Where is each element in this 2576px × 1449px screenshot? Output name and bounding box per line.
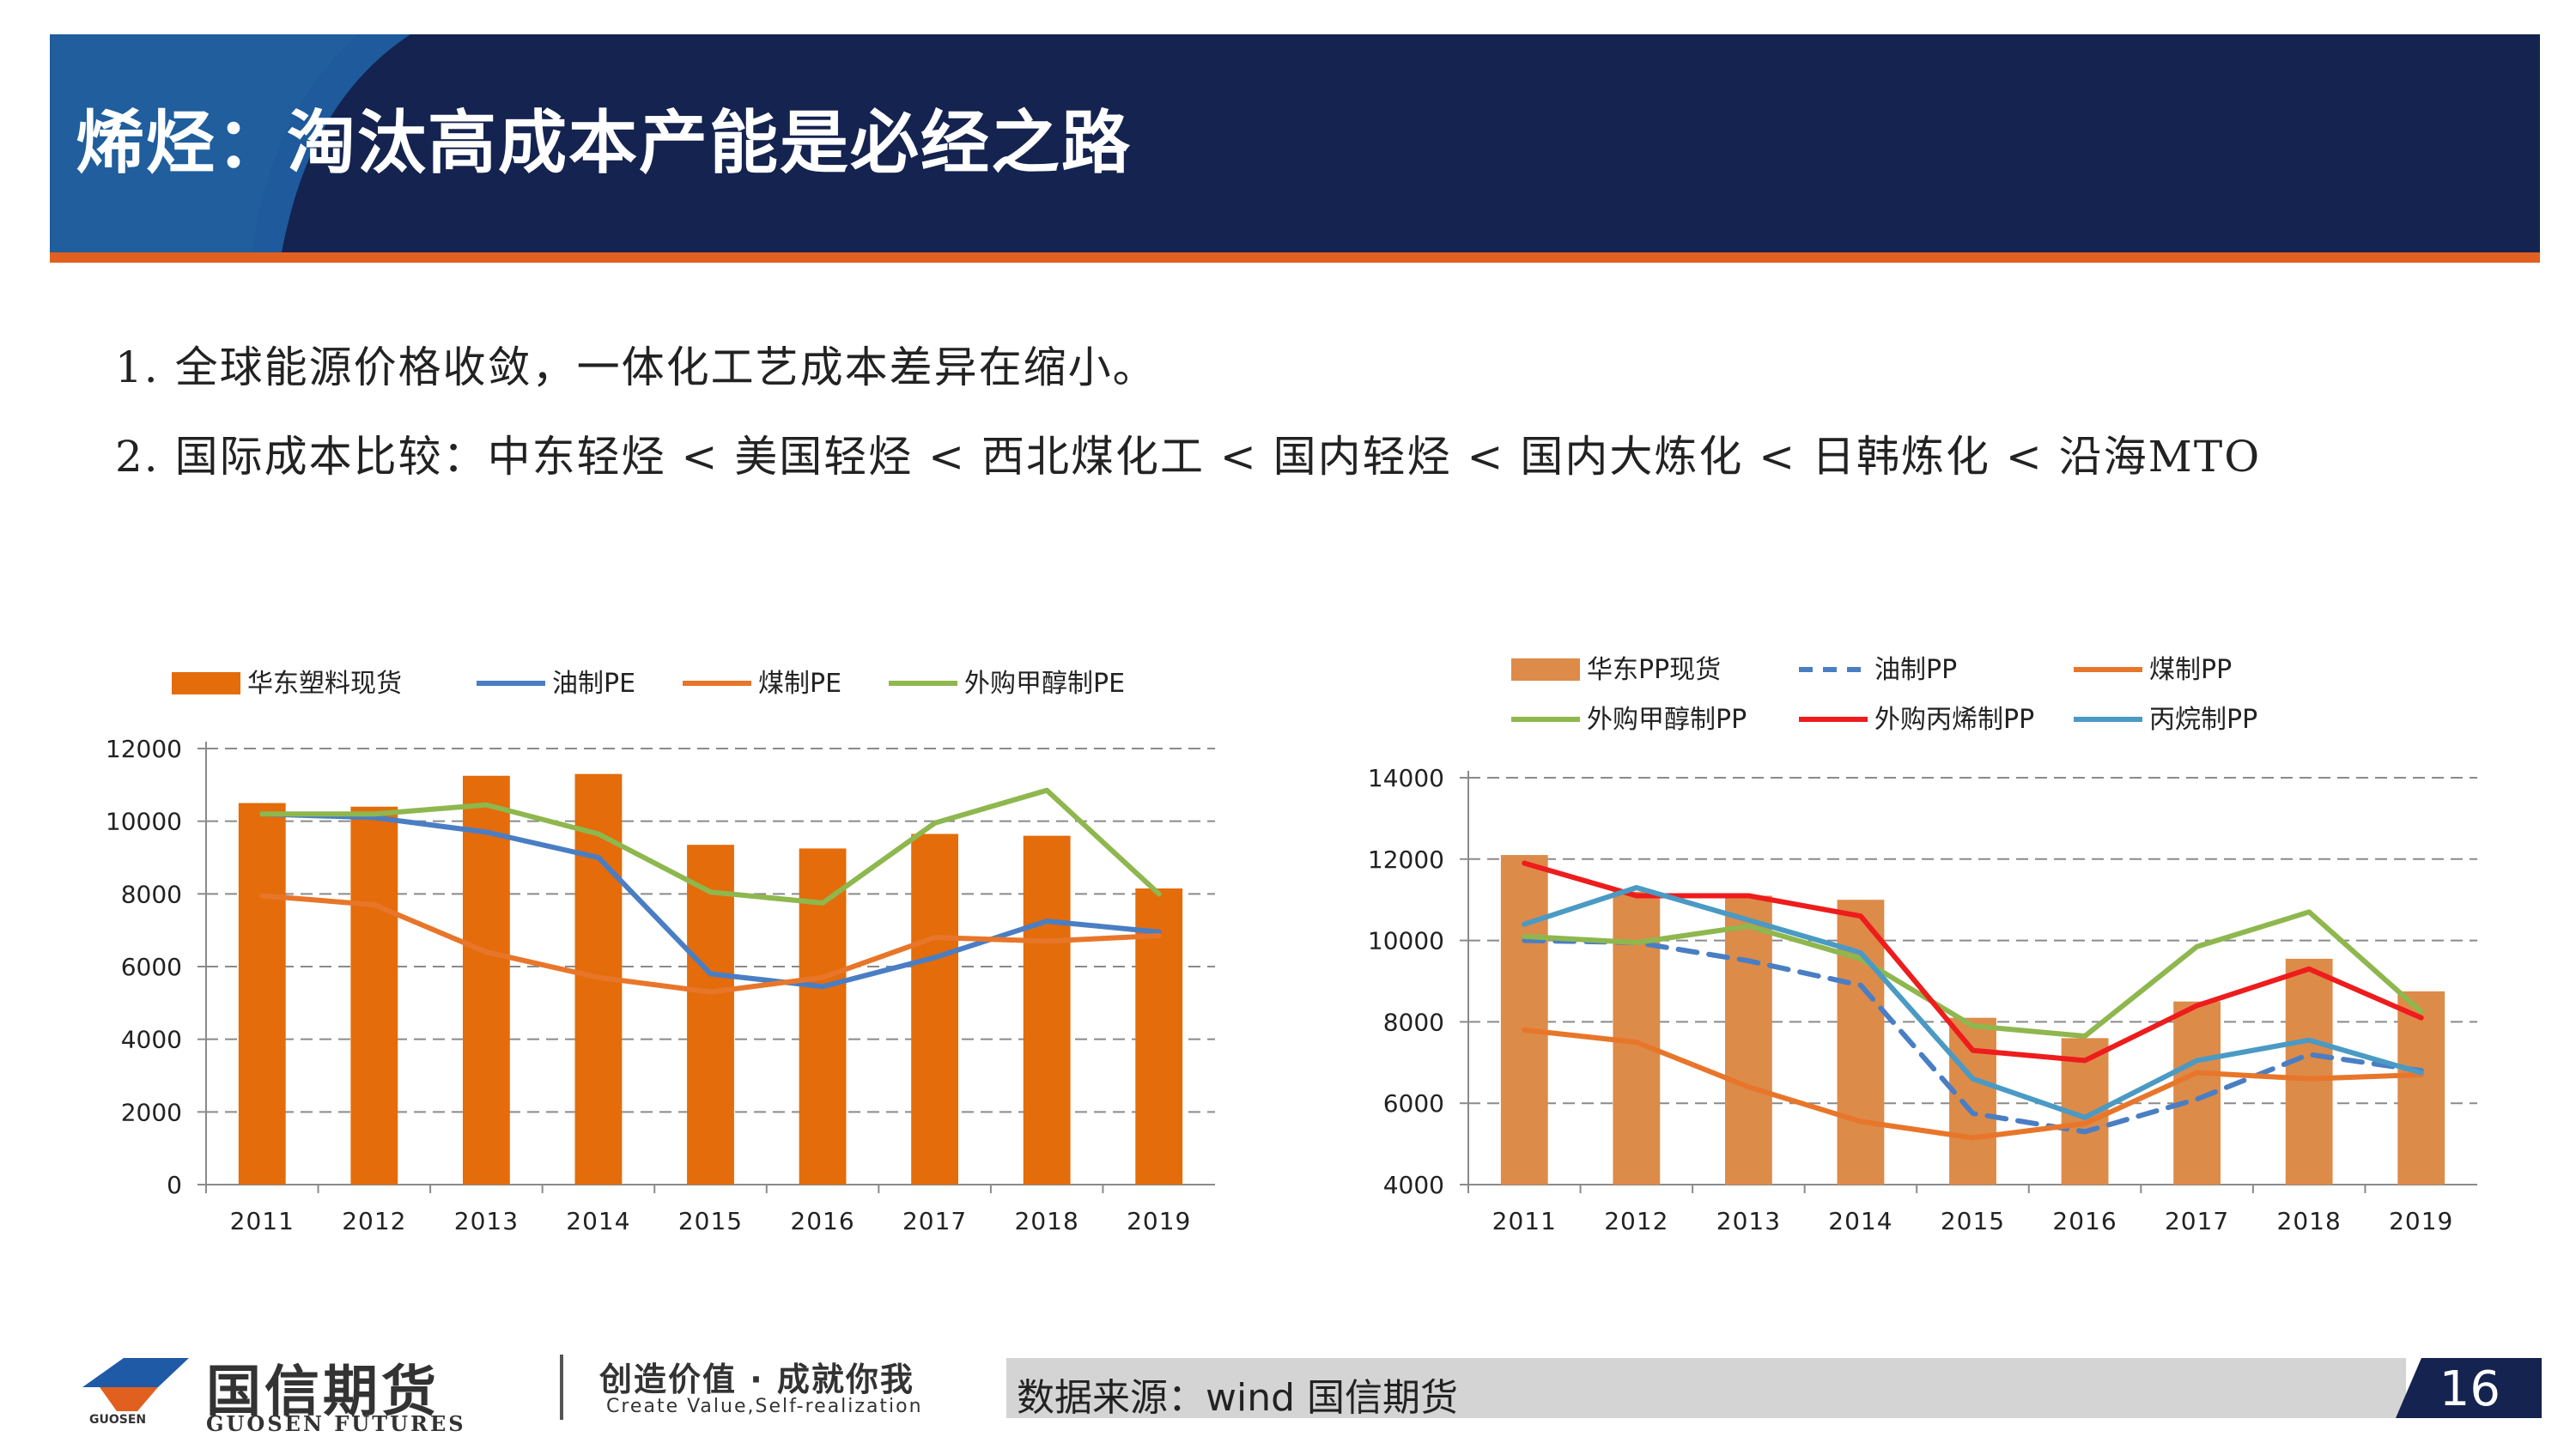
logo-mini-text: GUOSEN <box>89 1413 147 1427</box>
chart-pe-cost: 0 2000 4000 6000 8000 10000 12000 2011 2012 2013 2… <box>106 669 1215 1235</box>
chart1-xtick-label: 2018 <box>1015 1207 1079 1235</box>
chart1-series-line-1 <box>259 811 1162 990</box>
page-number-badge: 16 <box>2396 1358 2542 1418</box>
page-title: 烯烃：淘汰高成本产能是必经之路 <box>76 103 1132 183</box>
chart1-ytick-label: 6000 <box>121 953 182 981</box>
chart2-ytick-label: 10000 <box>1368 927 1444 955</box>
chart2-legend-label: 油制PP <box>1874 655 1957 685</box>
chart2-series-line-4 <box>1522 860 2424 1064</box>
chart2-legend-label: 外购丙烯制PP <box>1874 705 2034 735</box>
chart1-legend-label: 外购甲醇制PE <box>964 669 1125 699</box>
chart1-bar-2011 <box>238 803 286 1185</box>
chart1-bar-2013 <box>462 775 510 1185</box>
chart1-xtick-label: 2014 <box>566 1207 630 1235</box>
chart2-xtick-label: 2016 <box>2052 1207 2117 1235</box>
chart2-xtick-label: 2011 <box>1492 1207 1557 1235</box>
chart2-bar-2015 <box>1949 1017 1996 1185</box>
logo-chinese: 国信期货 <box>206 1360 440 1424</box>
chart2-xtick-label: 2018 <box>2277 1207 2342 1235</box>
chart-pp-cost: 4000 6000 8000 10000 12000 14000 2011 2012 2013 2… <box>1368 655 2477 1235</box>
chart1-ytick-label: 8000 <box>121 880 182 908</box>
guosen-logo-icon <box>82 1358 189 1411</box>
bullet-2: 2. 国际成本比较：中东轻烃 < 美国轻烃 < 西北煤化工 < 国内轻烃 < 国… <box>115 432 2262 482</box>
title-underline <box>50 252 2540 263</box>
chart1-xtick-label: 2015 <box>678 1207 743 1235</box>
chart2-legend-label: 煤制PP <box>2149 655 2232 685</box>
chart2-ytick-label: 4000 <box>1383 1171 1444 1199</box>
chart2-xtick-label: 2015 <box>1941 1207 2005 1235</box>
chart2-xtick-label: 2019 <box>2389 1207 2453 1235</box>
chart1-legend-label: 华东塑料现货 <box>247 669 402 699</box>
chart2-ytick-label: 8000 <box>1383 1008 1444 1036</box>
chart2-series-line-2 <box>1522 1027 2424 1141</box>
chart1-xtick-label: 2011 <box>230 1207 295 1235</box>
slogan-chinese: 创造价值 · 成就你我 <box>599 1361 914 1398</box>
title-swoosh-decoration <box>50 34 410 252</box>
chart2-xtick-label: 2013 <box>1716 1207 1781 1235</box>
chart2-series-line-1 <box>1522 937 2424 1135</box>
page-number: 16 <box>2439 1361 2500 1417</box>
chart2-bar-2018 <box>2285 958 2333 1185</box>
chart2-legend-swatch <box>1511 658 1580 681</box>
chart1-legend-label: 煤制PE <box>758 669 841 699</box>
chart1-bar-2017 <box>911 834 959 1185</box>
chart1-bar-2018 <box>1023 835 1071 1185</box>
chart1-ytick-label: 12000 <box>106 735 182 763</box>
chart1-legend-swatch <box>172 672 240 694</box>
bullet-1: 1. 全球能源价格收敛，一体化工艺成本差异在缩小。 <box>115 343 1157 392</box>
chart1-xtick-label: 2013 <box>454 1207 519 1235</box>
slogan-english: Create Value,Self-realization <box>606 1396 923 1417</box>
chart2-legend-label: 外购甲醇制PP <box>1587 705 1747 735</box>
chart2-bar-2019 <box>2397 991 2445 1185</box>
chart1-xtick-label: 2017 <box>902 1207 967 1235</box>
logo-divider <box>560 1355 563 1420</box>
chart1-ytick-label: 4000 <box>121 1026 182 1054</box>
data-source: 数据来源：wind 国信期货 <box>1017 1376 1459 1420</box>
chart2-xtick-label: 2014 <box>1828 1207 1893 1235</box>
chart2-legend-label: 丙烷制PP <box>2149 705 2257 735</box>
chart1-legend-label: 油制PE <box>552 669 635 699</box>
chart1-series-line-3 <box>259 787 1162 906</box>
chart1-xtick-label: 2019 <box>1127 1207 1191 1235</box>
chart2-series-line-5 <box>1522 884 2424 1120</box>
chart2-xtick-label: 2017 <box>2165 1207 2229 1235</box>
chart1-bar-2015 <box>687 845 734 1185</box>
chart2-series-line-3 <box>1522 909 2424 1039</box>
chart1-ytick-label: 10000 <box>106 808 182 836</box>
chart1-xtick-label: 2016 <box>790 1207 854 1235</box>
chart2-ytick-label: 14000 <box>1368 764 1444 792</box>
chart2-bar-2013 <box>1724 895 1772 1185</box>
chart2-ytick-label: 12000 <box>1368 846 1444 874</box>
chart2-bar-2014 <box>1837 900 1885 1185</box>
chart2-legend-label: 华东PP现货 <box>1587 655 1721 685</box>
chart1-ytick-label: 0 <box>167 1171 182 1199</box>
source-bar <box>1006 1358 2406 1418</box>
chart2-ytick-label: 6000 <box>1383 1089 1444 1118</box>
chart2-xtick-label: 2012 <box>1604 1207 1668 1235</box>
chart2-bar-2011 <box>1500 855 1548 1185</box>
chart1-ytick-label: 2000 <box>121 1098 182 1126</box>
title-bar: 烯烃：淘汰高成本产能是必经之路 <box>50 34 2540 252</box>
logo-english: GUOSEN FUTURES <box>206 1411 466 1436</box>
chart1-xtick-label: 2012 <box>342 1207 406 1235</box>
chart1-bar-2012 <box>350 806 398 1185</box>
chart1-series-line-2 <box>259 893 1162 995</box>
